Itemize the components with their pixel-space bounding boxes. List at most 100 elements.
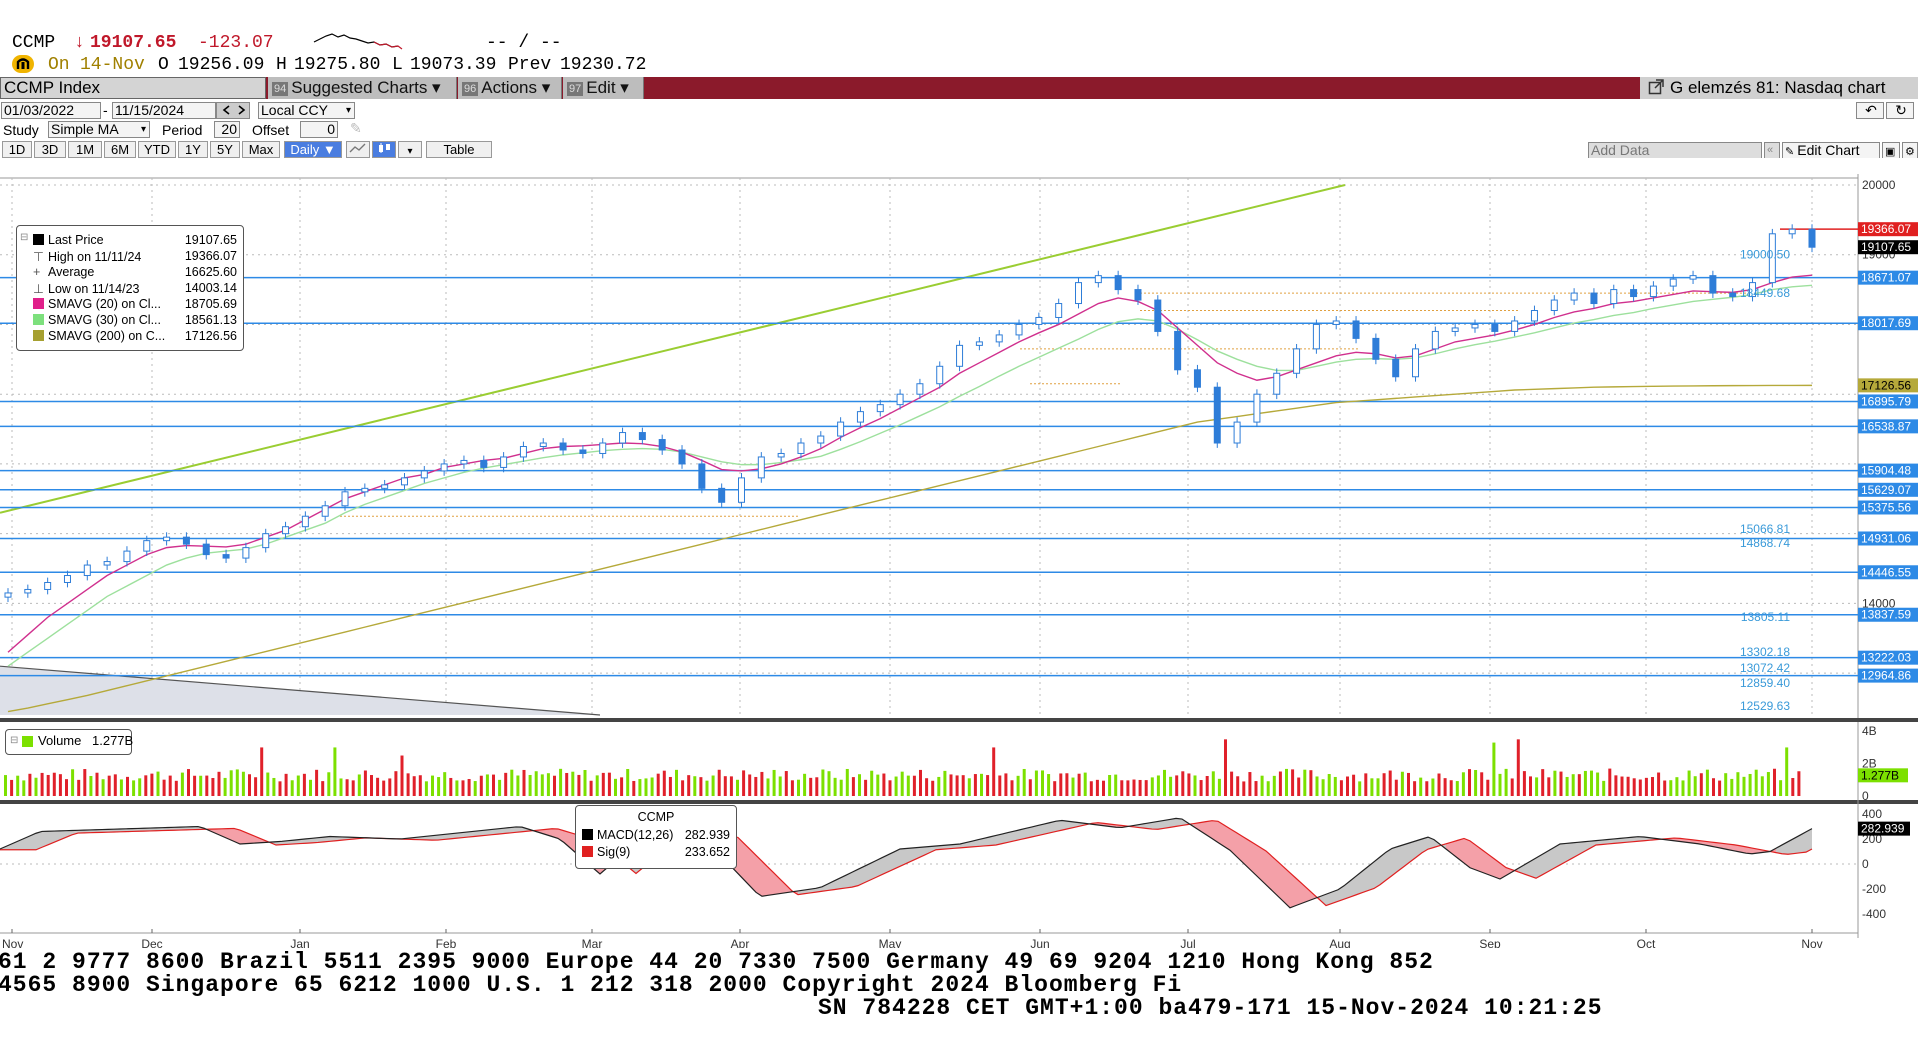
macd-fill bbox=[918, 847, 924, 859]
price-chart[interactable]: 20000190001400019000.5018449.6815066.811… bbox=[0, 158, 1918, 718]
chart-background bbox=[0, 158, 1918, 718]
macd-fill bbox=[216, 828, 222, 837]
chart-settings-button[interactable]: ▣ bbox=[1882, 142, 1900, 159]
sig-label: Sig(9) bbox=[597, 845, 631, 859]
volume-bar bbox=[882, 773, 886, 796]
macd-fill bbox=[1320, 894, 1326, 906]
candle-body bbox=[321, 505, 329, 517]
security-field[interactable]: CCMP Index bbox=[0, 77, 266, 99]
volume-bar bbox=[1315, 776, 1319, 796]
volume-bar bbox=[620, 777, 624, 796]
level-label: 13302.18 bbox=[1740, 645, 1790, 659]
candle-chart-button[interactable] bbox=[372, 141, 396, 158]
candle-body bbox=[400, 477, 408, 486]
macd-fill bbox=[432, 835, 438, 841]
price-legend[interactable]: Last Price 19107.65 ⊤ High on 11/11/24 1936… bbox=[16, 225, 244, 351]
collapse-box-icon[interactable]: ⊟ bbox=[20, 232, 29, 243]
macd-legend[interactable]: CCMP MACD(12,26) 282.939 Sig(9) 233.652 bbox=[575, 805, 737, 869]
macd-line bbox=[0, 817, 1813, 909]
candle-body bbox=[619, 432, 627, 444]
macd-fill bbox=[1578, 841, 1584, 855]
volume-bar bbox=[1083, 772, 1087, 796]
price-badge bbox=[1858, 240, 1918, 255]
volume-bar bbox=[1205, 775, 1209, 796]
macd-badge bbox=[1858, 821, 1910, 836]
volume-bar bbox=[675, 769, 678, 796]
macd-fill bbox=[1566, 842, 1572, 862]
actions-button[interactable]: 96 Actions ▾ bbox=[458, 77, 562, 99]
line-chart-button[interactable] bbox=[346, 141, 370, 158]
candle-body bbox=[1352, 320, 1360, 339]
range-button-5y[interactable]: 5Y bbox=[210, 141, 240, 158]
macd-fill bbox=[492, 828, 498, 835]
range-button-1y[interactable]: 1Y bbox=[178, 141, 208, 158]
macd-fill bbox=[1164, 819, 1170, 829]
edit-chart-button[interactable]: ✎ Edit Chart bbox=[1782, 142, 1880, 159]
macd-fill bbox=[906, 848, 912, 864]
refresh-button[interactable]: ↻ bbox=[1886, 102, 1914, 119]
currency-select[interactable]: Local CCY ▾ bbox=[258, 102, 355, 119]
volume-tick-label: 4B bbox=[1862, 724, 1877, 738]
macd-fill bbox=[150, 827, 156, 831]
candle-body bbox=[1471, 323, 1479, 329]
range-button-1m[interactable]: 1M bbox=[68, 141, 102, 158]
period-field[interactable]: 20 bbox=[214, 121, 240, 138]
macd-fill bbox=[36, 831, 42, 850]
price-badge bbox=[1858, 531, 1918, 546]
macd-fill bbox=[1608, 838, 1614, 844]
chart-type-dropdown[interactable]: ▾ bbox=[398, 141, 422, 158]
offset-field[interactable]: 0 bbox=[300, 121, 338, 138]
volume-legend[interactable]: ⊟ Volume 1.277B bbox=[5, 729, 133, 755]
undo-button[interactable]: ↶ bbox=[1856, 102, 1884, 119]
gear-button[interactable]: ⚙ bbox=[1902, 142, 1918, 159]
study-select[interactable]: Simple MA ▾ bbox=[48, 121, 150, 138]
volume-bar bbox=[1217, 778, 1221, 796]
volume-bar bbox=[1285, 768, 1288, 796]
add-data-field[interactable]: Add Data bbox=[1588, 142, 1762, 159]
macd-fill bbox=[306, 838, 312, 844]
range-button-3d[interactable]: 3D bbox=[34, 141, 66, 158]
start-date-field[interactable]: 01/03/2022 bbox=[1, 102, 101, 119]
price-tick-label: 20000 bbox=[1862, 178, 1896, 192]
volume-bar bbox=[565, 772, 569, 796]
legend-row: SMAVG (20) on Cl... 18705.69 bbox=[33, 297, 237, 313]
range-button-max[interactable]: Max bbox=[242, 141, 280, 158]
range-button-1d[interactable]: 1D bbox=[2, 141, 32, 158]
volume-bar bbox=[723, 776, 727, 796]
volume-bar bbox=[1791, 778, 1795, 796]
macd-fill bbox=[1044, 822, 1050, 835]
ticker-line-2: 4565 8900 Singapore 65 6212 1000 U.S. 1 … bbox=[0, 972, 1183, 998]
volume-bar bbox=[449, 777, 453, 796]
candle-body bbox=[1372, 337, 1380, 360]
candle-body bbox=[361, 487, 369, 493]
edit-button[interactable]: 97 Edit ▾ bbox=[563, 77, 644, 99]
x-month-label: Jun bbox=[1030, 937, 1049, 948]
volume-bar bbox=[1620, 776, 1624, 796]
range-button-6m[interactable]: 6M bbox=[104, 141, 136, 158]
range-button-ytd[interactable]: YTD bbox=[138, 141, 176, 158]
volume-bar bbox=[1211, 771, 1215, 796]
frequency-select[interactable]: Daily ▼ bbox=[284, 141, 342, 158]
date-nav-arrows[interactable] bbox=[216, 102, 250, 119]
collapse-icon[interactable]: « bbox=[1764, 142, 1780, 159]
macd-fill bbox=[480, 830, 486, 836]
volume-bar bbox=[89, 775, 93, 796]
candle-body bbox=[1590, 292, 1598, 305]
macd-fill bbox=[474, 830, 480, 837]
end-date-field[interactable]: 11/15/2024 bbox=[112, 102, 216, 119]
price-badge bbox=[1858, 463, 1918, 478]
suggested-charts-button[interactable]: 94 Suggested Charts ▾ bbox=[268, 77, 457, 99]
volume-bar bbox=[1022, 768, 1026, 796]
volume-bar bbox=[1175, 775, 1179, 796]
chart-title[interactable]: G elemzés 81: Nasdaq chart bbox=[1640, 77, 1918, 99]
macd-fill bbox=[948, 844, 954, 849]
table-button[interactable]: Table bbox=[426, 141, 492, 158]
volume-bar bbox=[699, 777, 703, 796]
volume-bar bbox=[1266, 781, 1270, 796]
legend-label: SMAVG (200) on C... bbox=[48, 329, 166, 343]
macd-fill bbox=[1290, 872, 1296, 908]
macd-fill bbox=[984, 836, 990, 846]
volume-bar bbox=[1041, 770, 1044, 796]
macd-fill bbox=[552, 828, 558, 839]
